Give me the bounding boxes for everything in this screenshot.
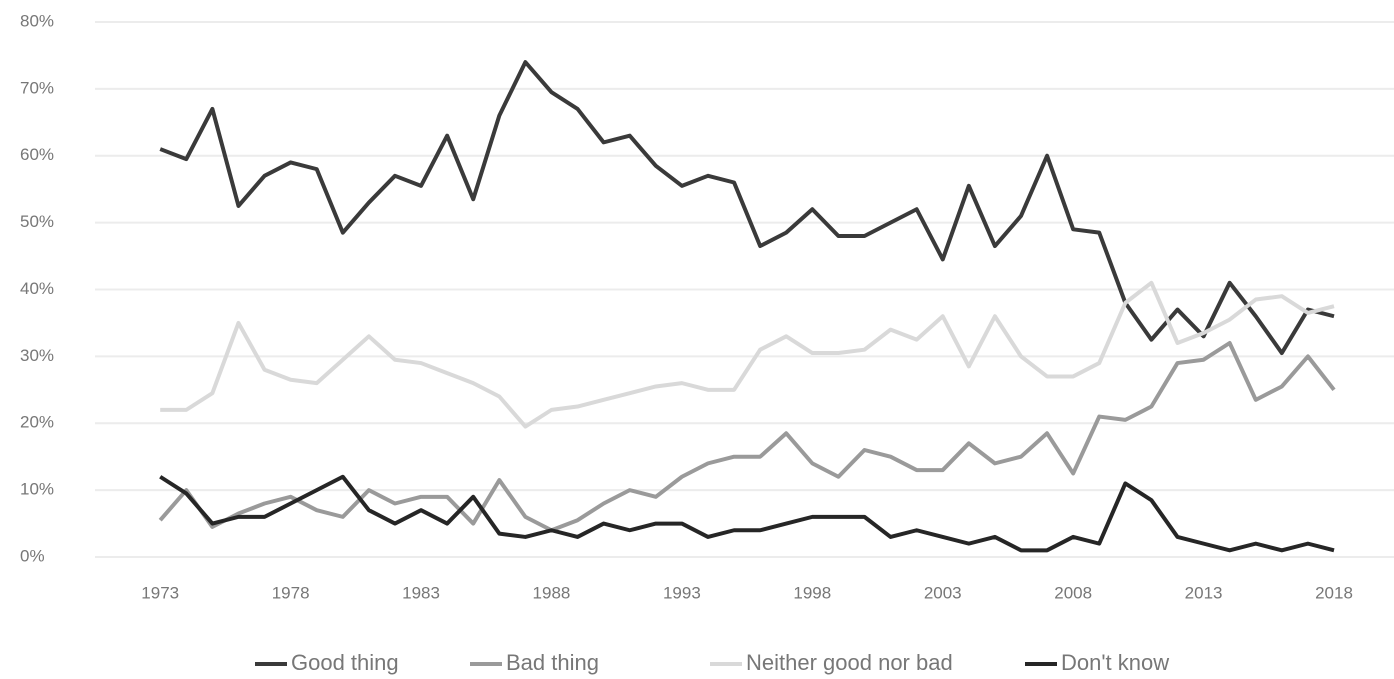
x-tick-label: 2013 xyxy=(1185,583,1223,602)
x-tick-label: 1983 xyxy=(402,583,440,602)
series-line xyxy=(160,280,1335,429)
x-tick-label: 1988 xyxy=(533,583,571,602)
legend-label: Don't know xyxy=(1061,650,1169,675)
y-tick-label: 60% xyxy=(20,145,54,164)
y-tick-label: 0% xyxy=(20,546,45,565)
legend-label: Good thing xyxy=(291,650,399,675)
y-tick-label: 20% xyxy=(20,413,54,432)
y-tick-label: 30% xyxy=(20,346,54,365)
y-tick-label: 10% xyxy=(20,480,54,499)
y-tick-label: 40% xyxy=(20,279,54,298)
y-tick-label: 50% xyxy=(20,212,54,231)
x-tick-label: 1998 xyxy=(793,583,831,602)
series-line xyxy=(159,60,1335,356)
series-line xyxy=(158,341,1336,533)
series-line xyxy=(159,474,1335,553)
legend-label: Neither good nor bad xyxy=(746,650,953,675)
x-tick-label: 2003 xyxy=(924,583,962,602)
x-tick-label: 1973 xyxy=(141,583,179,602)
y-tick-label: 70% xyxy=(20,78,54,97)
y-tick-label: 80% xyxy=(20,11,54,30)
x-tick-label: 1978 xyxy=(272,583,310,602)
x-tick-label: 1993 xyxy=(663,583,701,602)
legend-label: Bad thing xyxy=(506,650,599,675)
x-tick-label: 2018 xyxy=(1315,583,1353,602)
x-tick-label: 2008 xyxy=(1054,583,1092,602)
